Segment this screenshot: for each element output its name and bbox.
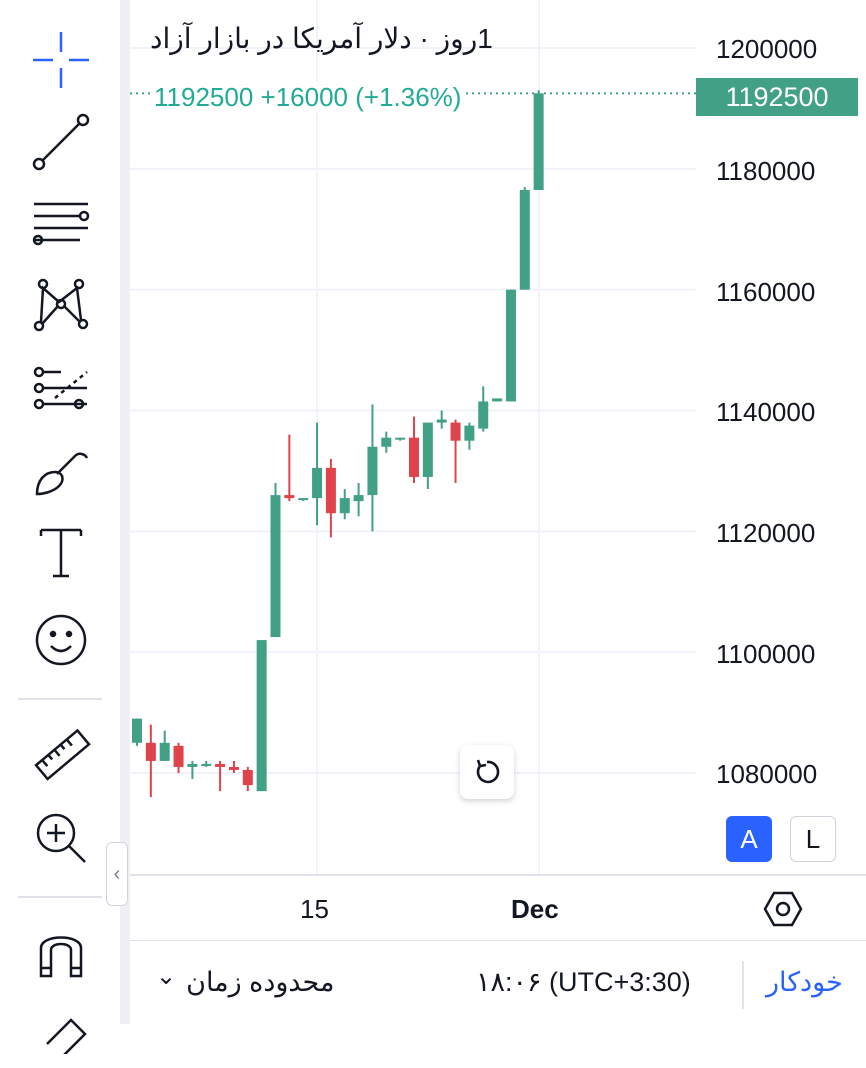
magnet-icon[interactable] <box>18 918 104 986</box>
chevron-down-icon: ⌄ <box>156 963 177 990</box>
text-icon[interactable] <box>18 518 104 586</box>
candle-body <box>353 495 364 502</box>
auto-scale-link[interactable]: خودکار <box>766 967 843 997</box>
candle-body <box>284 495 295 499</box>
x-tick-label: Dec <box>511 894 559 924</box>
ruler-icon[interactable] <box>18 722 104 790</box>
candle-body <box>215 763 226 767</box>
bottom-divider <box>742 961 744 1009</box>
bottom-toolbar: ⌄ محدوده زمان ۱۸:۰۶ (UTC+3:30) خودکار <box>130 940 866 1025</box>
candle-body <box>409 437 419 477</box>
y-tick-label: 1160000 <box>716 277 816 307</box>
x-tick-label: 15 <box>300 894 329 924</box>
candle-body <box>145 742 156 761</box>
candle-body <box>325 467 336 514</box>
y-tick-label: 1100000 <box>716 639 816 669</box>
chart-pane[interactable]: 1روز · دلار آمریکا در بازار آزاد 1192500… <box>130 0 866 940</box>
date-range-select[interactable]: ⌄ محدوده زمان <box>156 963 335 998</box>
candle-body <box>395 437 406 440</box>
y-tick-label: 1200000 <box>716 34 818 64</box>
log-scale-button[interactable]: L <box>790 816 836 862</box>
brush-icon[interactable] <box>18 436 104 504</box>
y-tick-label: 1120000 <box>716 518 816 548</box>
candle-body <box>505 289 516 402</box>
auto-scale-button[interactable]: A <box>726 816 772 862</box>
candle-body <box>159 742 170 761</box>
candle-body <box>533 93 544 190</box>
chart-settings-button[interactable] <box>762 888 804 930</box>
chevron-left-icon: ‹ <box>113 862 121 885</box>
drawing-toolbar <box>0 0 120 1054</box>
candle-body <box>270 495 281 638</box>
candle-body <box>256 640 267 792</box>
candle-body <box>187 763 198 767</box>
candle-body <box>298 498 309 501</box>
candle-body <box>312 467 323 499</box>
crosshair-icon[interactable] <box>18 26 104 94</box>
candle-body <box>242 769 253 786</box>
candle-body <box>450 422 461 441</box>
reset-chart-icon <box>476 759 500 784</box>
y-tick-label: 1140000 <box>716 397 816 427</box>
forecast-icon[interactable] <box>18 354 104 422</box>
ohlc-values: 1192500 +16000 (+1.36%) <box>150 82 466 113</box>
toolbar-divider <box>18 698 102 700</box>
candle-body <box>436 419 447 423</box>
candle-body <box>519 189 530 290</box>
candle-body <box>492 398 503 402</box>
trend-line-icon[interactable] <box>18 108 104 176</box>
candle-body <box>381 437 392 447</box>
candle-body <box>464 425 475 441</box>
candle-body <box>422 422 433 477</box>
toolbar-separator <box>120 0 130 1024</box>
symbol-title[interactable]: 1روز · دلار آمریکا در بازار آزاد <box>150 23 493 54</box>
horizontal-lines-icon[interactable] <box>18 190 104 258</box>
zoom-in-icon[interactable] <box>18 804 104 872</box>
eraser-icon[interactable] <box>18 1000 104 1068</box>
candle-body <box>228 766 239 770</box>
y-tick-label: 1180000 <box>716 156 816 186</box>
pattern-icon[interactable] <box>18 272 104 340</box>
y-tick-label: 1080000 <box>716 759 818 789</box>
candlestick-chart[interactable] <box>130 0 866 940</box>
candle-body <box>201 763 212 766</box>
collapse-toolbar-button[interactable]: ‹ <box>106 842 128 906</box>
candle-body <box>478 401 489 429</box>
candle-body <box>367 446 378 496</box>
emoji-icon[interactable] <box>18 606 104 674</box>
candle-body <box>132 718 142 743</box>
reset-chart-button[interactable] <box>460 745 514 799</box>
hexagon-settings-icon <box>763 891 803 927</box>
candle-body <box>173 745 184 767</box>
toolbar-divider <box>18 896 102 898</box>
date-range-label: محدوده زمان <box>186 967 335 997</box>
last-price-label: 1192500 <box>696 78 858 116</box>
candle-body <box>339 498 350 514</box>
timezone-button[interactable]: ۱۸:۰۶ (UTC+3:30) <box>476 967 691 997</box>
